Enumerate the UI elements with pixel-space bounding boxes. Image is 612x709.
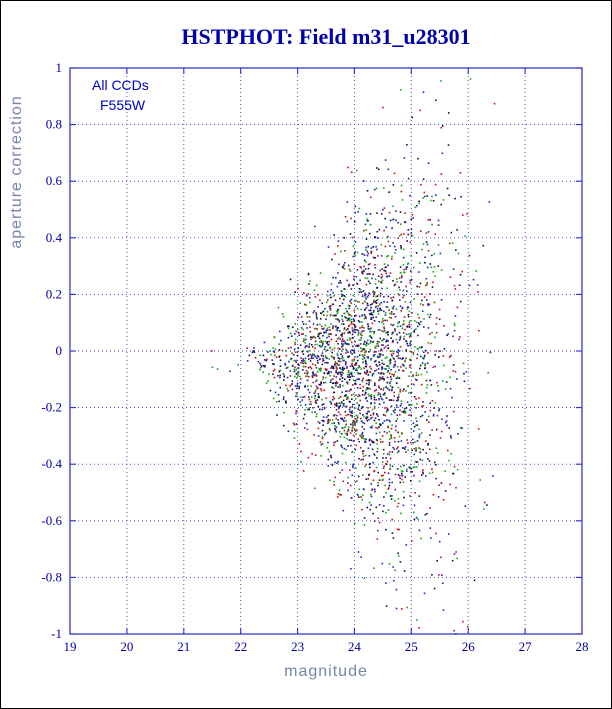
series-ccd-chip-4 — [248, 99, 488, 635]
x-axis-label: magnitude — [284, 663, 368, 680]
y-tick-label: -0.6 — [41, 513, 62, 528]
x-tick-label: 23 — [291, 639, 304, 654]
y-tick-label: 0.8 — [46, 117, 62, 132]
y-tick-label: -1 — [51, 626, 62, 641]
x-tick-label: 22 — [234, 639, 247, 654]
x-tick-label: 28 — [576, 639, 589, 654]
annotation-filter-f555w: F555W — [100, 97, 146, 113]
y-tick-label: -0.8 — [41, 569, 62, 584]
x-tick-labels: 19 20 21 22 23 24 25 26 27 28 — [64, 639, 589, 654]
y-axis-label: aperture correction — [8, 95, 25, 248]
y-tick-label: 0.4 — [46, 230, 63, 245]
x-tick-label: 27 — [519, 639, 533, 654]
axis-ticks — [69, 67, 583, 635]
x-tick-label: 24 — [348, 639, 362, 654]
y-tick-label: 0.6 — [46, 173, 63, 188]
annotation-all-ccds: All CCDs — [92, 77, 149, 93]
x-tick-label: 21 — [177, 639, 190, 654]
y-tick-label: -0.4 — [41, 456, 62, 471]
chart-title: HSTPHOT: Field m31_u28301 — [181, 24, 470, 49]
series-ccd-chip-3 — [229, 91, 494, 611]
data-points-layer — [211, 78, 496, 635]
y-tick-label: -0.2 — [41, 400, 62, 415]
y-tick-labels: 1 0.8 0.6 0.4 0.2 0 -0.2 -0.4 -0.6 -0.8 -1 — [41, 60, 62, 641]
x-tick-label: 25 — [405, 639, 418, 654]
y-tick-label: 0.2 — [46, 286, 62, 301]
y-tick-label: 0 — [56, 343, 63, 358]
x-tick-label: 19 — [64, 639, 77, 654]
x-tick-label: 20 — [120, 639, 133, 654]
y-tick-label: 1 — [56, 60, 63, 75]
x-tick-label: 26 — [462, 639, 476, 654]
